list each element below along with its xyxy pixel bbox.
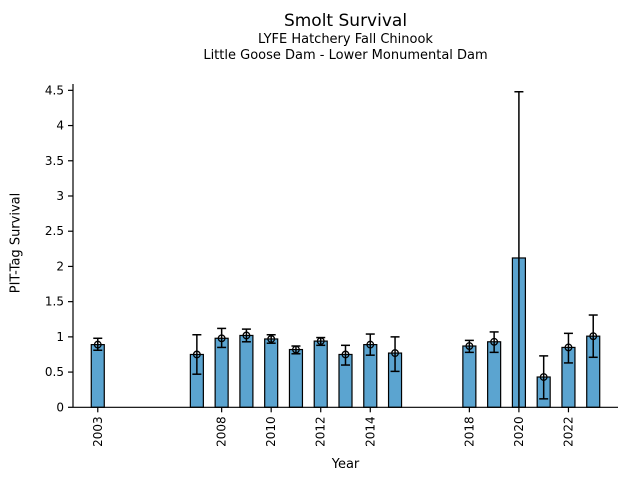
x-tick-label: 2012 (314, 416, 328, 447)
y-tick-label: 3.5 (45, 154, 64, 168)
point-marker-2015 (391, 349, 399, 358)
x-axis-label: Year (331, 457, 360, 472)
y-tick-label: 1 (56, 330, 64, 344)
x-tick-label: 2014 (363, 416, 377, 447)
y-tick-label: 4.5 (45, 83, 64, 97)
chart-subtitle-reach: Little Goose Dam - Lower Monumental Dam (203, 48, 488, 63)
x-tick-label: 2003 (91, 416, 105, 447)
chart-title: Smolt Survival (283, 11, 408, 31)
y-tick-label: 2.5 (45, 224, 64, 238)
point-marker-2011 (292, 345, 300, 354)
y-tick-label: 0 (56, 400, 64, 414)
x-tick-label: 2010 (264, 416, 278, 447)
point-marker-2019 (490, 337, 499, 346)
x-tick-label: 2022 (561, 416, 575, 447)
point-marker-2023 (589, 332, 598, 341)
y-tick-label: 1.5 (45, 295, 64, 309)
point-marker-2003 (93, 340, 102, 349)
point-marker-2012 (316, 337, 325, 346)
y-tick-label: 3 (56, 189, 64, 203)
y-tick-label: 4 (56, 119, 64, 133)
x-tick-label: 2018 (462, 416, 476, 447)
bar-2018 (462, 345, 477, 408)
point-marker-2010 (267, 335, 276, 343)
bar-2010 (264, 338, 279, 408)
x-tick-label: 2008 (215, 416, 229, 447)
bar-2008 (214, 337, 229, 408)
bar-2012 (313, 340, 328, 408)
point-marker-2022 (564, 343, 573, 352)
bar-2011 (288, 348, 304, 408)
point-marker-2009 (242, 331, 251, 340)
point-marker-2018 (465, 342, 474, 350)
y-tick-label: 0.5 (45, 365, 64, 379)
y-tick-label: 2 (56, 259, 64, 273)
point-marker-2007 (192, 350, 201, 359)
point-marker-2008 (217, 334, 226, 343)
point-marker-2021 (539, 373, 548, 381)
x-tick-label: 2020 (512, 416, 526, 447)
point-marker-2014 (366, 340, 375, 349)
bar-2009 (239, 334, 254, 408)
point-marker-2013 (341, 350, 350, 359)
bar-2003 (90, 344, 105, 408)
chart-subtitle-stock: LYFE Hatchery Fall Chinook (258, 32, 433, 47)
